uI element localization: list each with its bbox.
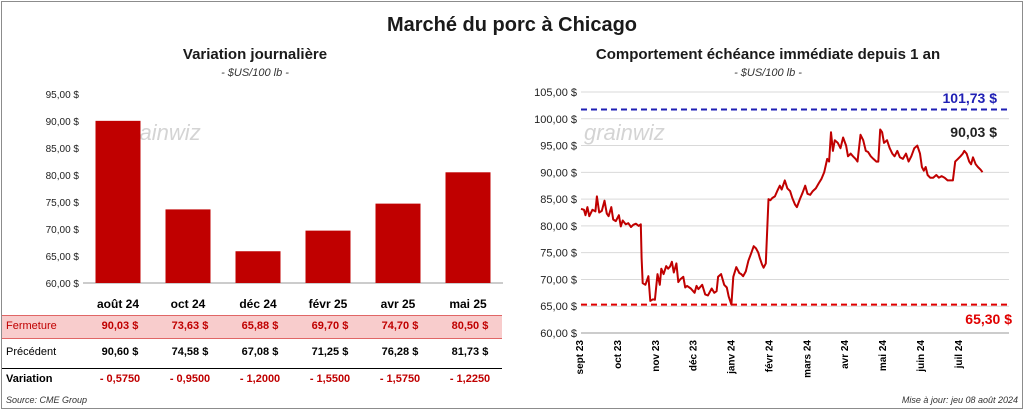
y-tick-label: 100,00 $ (534, 114, 577, 126)
bar (165, 209, 211, 283)
x-tick-label: mars 24 (802, 340, 813, 378)
close-cell: 69,70 $ (311, 320, 349, 332)
x-tick-label: mai 24 (878, 340, 889, 372)
table-row-prev: Précédent 90,60 $ 74,58 $ 67,08 $ 71,25 … (2, 342, 502, 364)
bar (95, 120, 141, 283)
left-chart-unit: - $US/100 lb - (221, 67, 289, 79)
y-tick-label: 70,00 $ (46, 225, 80, 236)
bar (235, 251, 281, 283)
x-tick-label: févr 24 (764, 340, 775, 373)
y-tick-label: 95,00 $ (540, 141, 577, 153)
prev-cell: 90,60 $ (101, 346, 139, 358)
var-cell: - 1,5750 (379, 373, 421, 385)
close-cell: 73,63 $ (171, 320, 209, 332)
y-tick-label: 75,00 $ (540, 248, 577, 260)
right-chart-unit: - $US/100 lb - (734, 67, 802, 79)
close-cell: 65,88 $ (241, 320, 279, 332)
x-tick-label: janv 24 (727, 340, 738, 375)
y-tick-label: 60,00 $ (46, 279, 80, 290)
source-note: Source: CME Group (6, 395, 88, 405)
y-tick-label: 65,00 $ (540, 301, 577, 313)
x-tick-label: avr 24 (840, 340, 851, 369)
x-tick-label: déc 23 (689, 340, 700, 372)
y-tick-label: 65,00 $ (46, 252, 80, 263)
y-tick-label: 85,00 $ (540, 194, 577, 206)
x-tick-label: août 24 (97, 297, 139, 311)
x-tick-label: nov 23 (651, 340, 662, 372)
x-tick-label: févr 25 (309, 297, 348, 311)
var-cell: - 1,5500 (309, 373, 351, 385)
x-tick-label: oct 24 (171, 297, 206, 311)
prev-cell: 67,08 $ (241, 346, 279, 358)
x-tick-label: sept 23 (575, 340, 586, 375)
prev-cell: 81,73 $ (451, 346, 489, 358)
series-line (580, 128, 984, 306)
row-label-prev: Précédent (6, 346, 57, 358)
var-cell: - 1,2000 (239, 373, 281, 385)
prev-cell: 74,58 $ (171, 346, 209, 358)
min-value-label: 65,30 $ (965, 311, 1012, 327)
x-tick-label: mai 25 (449, 297, 487, 311)
table-row-close: Fermeture 90,03 $ 73,63 $ 65,88 $ 69,70 … (2, 315, 502, 339)
y-tick-label: 70,00 $ (540, 274, 577, 286)
close-cell: 90,03 $ (101, 320, 139, 332)
bar (305, 230, 351, 283)
bar (375, 203, 421, 283)
bar (445, 172, 491, 283)
prev-cell: 71,25 $ (311, 346, 349, 358)
page-title: Marché du porc à Chicago (386, 14, 638, 36)
row-label-var: Variation (6, 373, 53, 385)
y-tick-label: 60,00 $ (540, 328, 577, 340)
x-tick-label: oct 23 (613, 340, 624, 369)
y-tick-label: 90,00 $ (540, 167, 577, 179)
close-cell: 80,50 $ (451, 320, 489, 332)
var-cell: - 1,2250 (449, 373, 491, 385)
x-tick-label: juil 24 (954, 340, 965, 370)
prev-cell: 76,28 $ (381, 346, 419, 358)
y-tick-label: 95,00 $ (46, 90, 80, 101)
y-tick-label: 105,00 $ (534, 87, 577, 99)
y-tick-label: 85,00 $ (46, 144, 80, 155)
x-tick-label: déc 24 (239, 297, 277, 311)
line-chart: 60,00 $ 65,00 $ 70,00 $ 75,00 $ 80,00 $ 85,00… (534, 87, 1012, 378)
update-note: Mise à jour: jeu 08 août 2024 (901, 395, 1018, 405)
last-value-label: 90,03 $ (950, 124, 997, 140)
close-cell: 74,70 $ (381, 320, 419, 332)
y-tick-label: 75,00 $ (46, 198, 80, 209)
watermark-text: grainwiz (584, 120, 665, 145)
y-tick-label: 80,00 $ (540, 221, 577, 233)
row-label-close: Fermeture (6, 320, 57, 332)
var-cell: - 0,9500 (169, 373, 211, 385)
var-cell: - 0,5750 (99, 373, 141, 385)
y-tick-label: 80,00 $ (46, 171, 80, 182)
table-row-var: Variation - 0,5750 - 0,9500 - 1,2000 - 1… (2, 368, 502, 391)
max-value-label: 101,73 $ (943, 90, 998, 106)
y-tick-label: 90,00 $ (46, 117, 80, 128)
left-chart-title: Variation journalière (182, 46, 328, 63)
x-tick-label: juin 24 (916, 340, 927, 373)
x-tick-label: avr 25 (381, 297, 416, 311)
right-chart-title: Comportement échéance immédiate depuis 1… (595, 46, 941, 63)
